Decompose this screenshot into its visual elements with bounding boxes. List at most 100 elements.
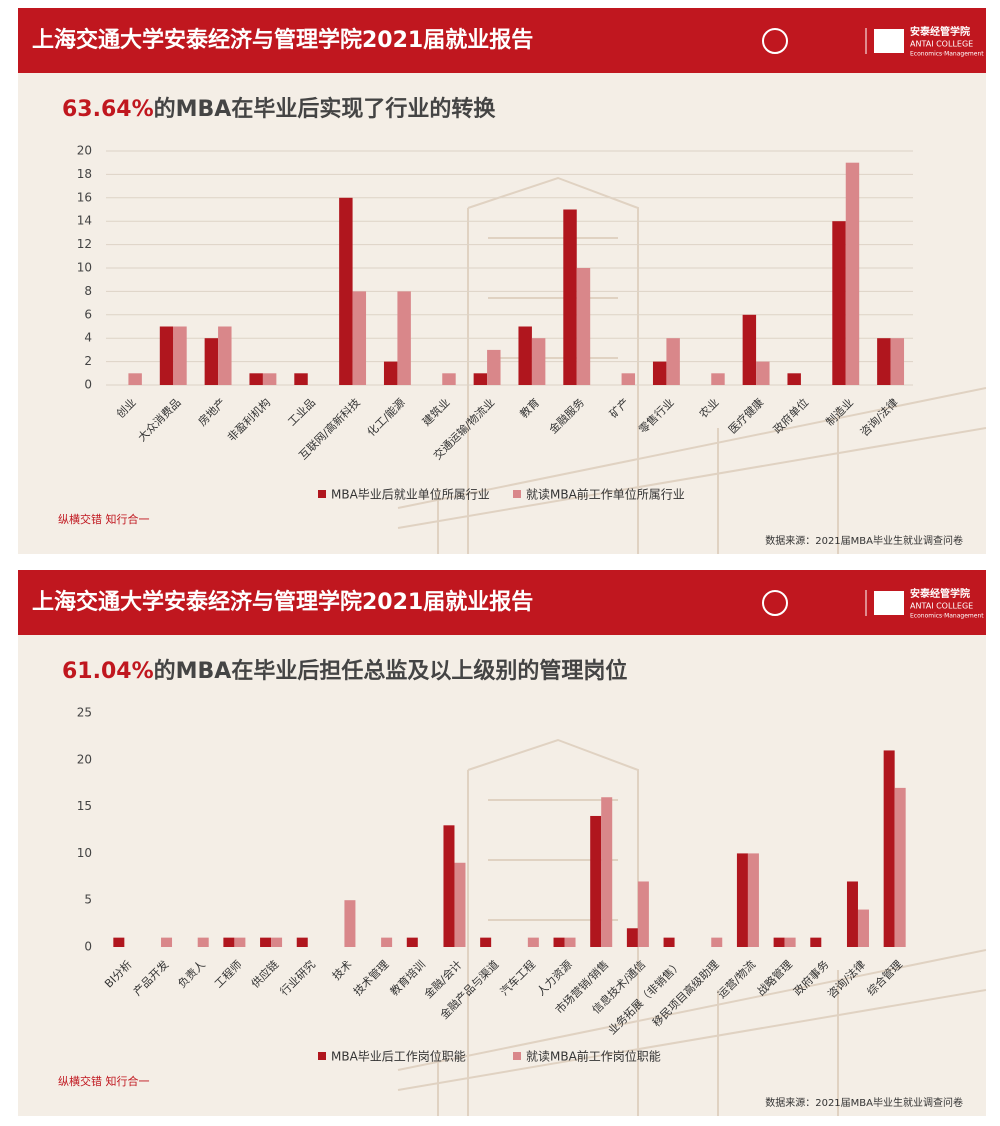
y-tick-label: 2	[84, 354, 92, 368]
bar	[576, 268, 591, 385]
bar	[784, 937, 796, 947]
bar	[890, 338, 905, 385]
bar	[663, 937, 675, 947]
bar	[747, 853, 759, 947]
y-tick-label: 25	[77, 706, 92, 720]
bar	[406, 937, 418, 947]
slide-title: 63.64%的MBA在毕业后实现了行业的转换	[62, 96, 496, 122]
y-tick-label: 20	[77, 752, 92, 766]
bar	[666, 338, 680, 385]
logo-en: ANTAI COLLEGE	[910, 602, 973, 611]
title-highlight: 61.04%	[62, 659, 154, 684]
bar	[113, 937, 125, 947]
bar	[621, 373, 636, 385]
legend-swatch	[513, 1052, 521, 1060]
y-tick-label: 10	[77, 261, 92, 275]
bar	[339, 197, 353, 385]
bar	[652, 361, 667, 385]
building	[397, 176, 986, 554]
building	[397, 738, 986, 1116]
logo-emblem	[762, 590, 788, 616]
bar	[637, 881, 649, 947]
slide-title: 61.04%的MBA在毕业后担任总监及以上级别的管理岗位	[62, 658, 627, 684]
bar	[756, 361, 770, 385]
logo-mark	[874, 591, 904, 615]
header-bar	[18, 8, 986, 73]
y-tick-label: 12	[77, 237, 92, 251]
bar	[527, 937, 539, 947]
decoration	[397, 738, 986, 1116]
bar	[262, 373, 277, 385]
decoration	[397, 176, 986, 554]
source: 数据来源：2021届MBA毕业生就业调查问卷	[765, 534, 963, 547]
y-tick-label: 18	[77, 167, 92, 181]
legend-swatch	[513, 490, 521, 498]
title-text: 的MBA在毕业后实现了行业的转换	[154, 96, 497, 122]
bar	[383, 361, 398, 385]
y-tick-label: 8	[84, 284, 92, 298]
bar	[564, 937, 576, 947]
legend-swatch	[318, 490, 326, 498]
y-tick-label: 10	[77, 846, 92, 860]
bar	[454, 862, 466, 947]
y-tick-label: 4	[84, 331, 92, 345]
bar	[518, 326, 532, 385]
logo-name: 安泰经管学院	[910, 587, 970, 600]
logo-mark	[874, 29, 904, 53]
bar	[894, 787, 906, 947]
bar	[173, 326, 187, 385]
bar	[442, 373, 456, 385]
legend-label: 就读MBA前工作岗位职能	[526, 1049, 661, 1064]
bar	[271, 937, 283, 947]
bar	[161, 937, 173, 947]
slogan: 纵横交错 知行合一	[58, 512, 150, 526]
legend-label: MBA毕业后就业单位所属行业	[331, 487, 490, 502]
bar	[553, 937, 565, 947]
bar	[296, 937, 308, 947]
bar	[128, 373, 142, 385]
logo-sub: Economics·Management	[910, 613, 984, 620]
header-title: 上海交通大学安泰经济与管理学院2021届就业报告	[32, 27, 533, 53]
logo-name: 安泰经管学院	[910, 25, 970, 38]
header-title: 上海交通大学安泰经济与管理学院2021届就业报告	[32, 589, 533, 615]
bar	[223, 937, 235, 947]
bar	[397, 291, 411, 385]
bar	[531, 338, 546, 385]
bar	[381, 937, 393, 947]
background	[18, 8, 986, 554]
source: 数据来源：2021届MBA毕业生就业调查问卷	[765, 1096, 963, 1109]
y-tick-label: 14	[77, 214, 92, 228]
y-tick-label: 6	[84, 307, 92, 321]
legend-swatch	[318, 1052, 326, 1060]
title-highlight: 63.64%	[62, 97, 154, 122]
bar	[787, 373, 801, 385]
bar	[443, 825, 455, 947]
bar	[352, 291, 367, 385]
bar	[626, 928, 638, 947]
bar	[846, 881, 858, 947]
bar	[773, 937, 785, 947]
bar	[249, 373, 263, 385]
bar	[877, 338, 891, 385]
slide: 上海交通大学安泰经济与管理学院2021届就业报告 安泰经管学院 ANTAI COLL…	[18, 8, 986, 554]
bar	[473, 373, 488, 385]
bar	[260, 937, 272, 947]
bar	[711, 373, 725, 385]
title-text: 的MBA在毕业后担任总监及以上级别的管理岗位	[154, 658, 628, 684]
legend-label: 就读MBA前工作单位所属行业	[526, 487, 685, 502]
bar	[857, 909, 869, 947]
bar	[204, 338, 219, 385]
bar	[845, 162, 860, 385]
bar	[218, 326, 232, 385]
bar	[810, 937, 822, 947]
slide: 上海交通大学安泰经济与管理学院2021届就业报告 安泰经管学院 ANTAI COLL…	[18, 570, 986, 1116]
bar	[601, 797, 613, 947]
bar	[234, 937, 246, 947]
bar	[832, 221, 846, 385]
y-tick-label: 15	[77, 799, 92, 813]
bar	[294, 373, 308, 385]
slogan: 纵横交错 知行合一	[58, 1074, 150, 1088]
bar	[563, 209, 577, 385]
logo-en: ANTAI COLLEGE	[910, 40, 973, 49]
bar	[711, 937, 723, 947]
